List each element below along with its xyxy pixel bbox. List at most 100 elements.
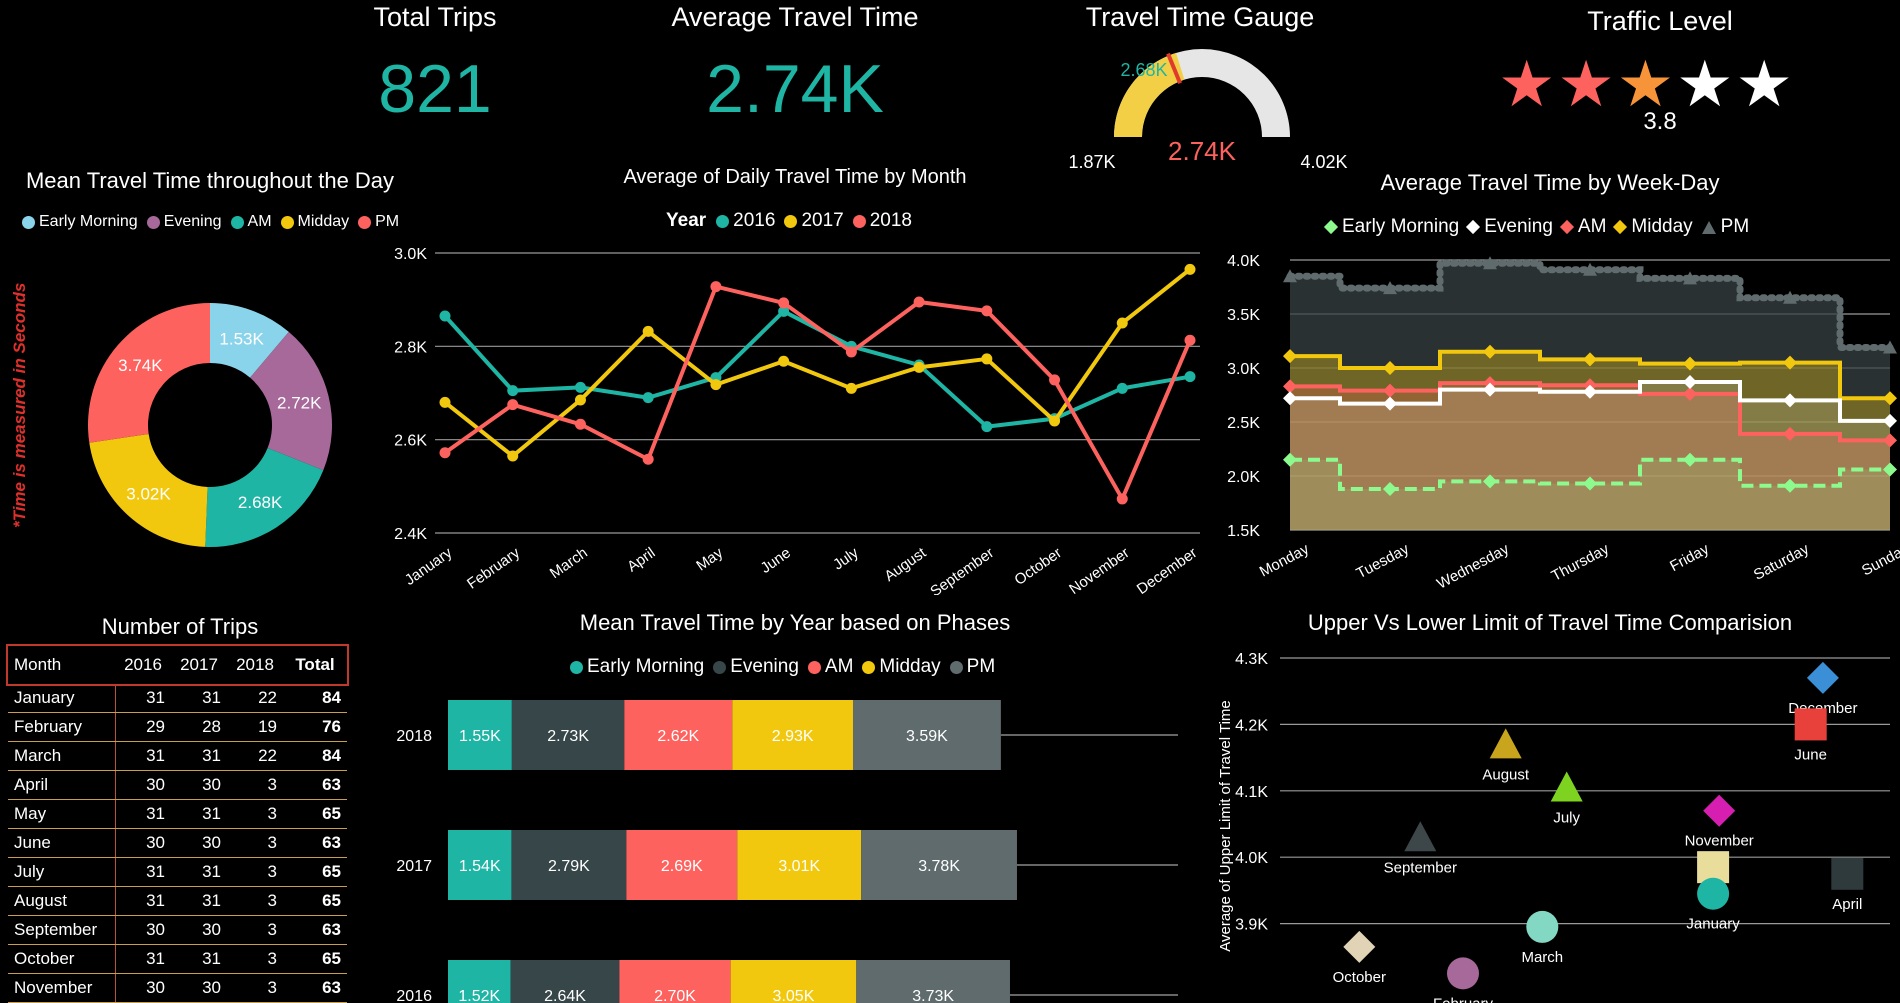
- data-point[interactable]: [981, 305, 993, 317]
- legend-item[interactable]: 2017: [784, 210, 844, 232]
- legend-item[interactable]: AM: [1559, 216, 1606, 238]
- donut-slice[interactable]: [205, 447, 324, 547]
- data-point[interactable]: [1483, 344, 1497, 359]
- data-point[interactable]: [1116, 493, 1128, 505]
- table-row[interactable]: November 30 30 3 63: [8, 973, 347, 1003]
- bar-segment[interactable]: [852, 700, 1001, 770]
- table-row[interactable]: October 31 31 3 65: [8, 944, 347, 974]
- data-point[interactable]: [507, 450, 519, 462]
- table-row[interactable]: January 31 31 22 84: [8, 684, 347, 713]
- data-point[interactable]: [981, 353, 993, 365]
- legend-item[interactable]: 2018: [852, 210, 912, 232]
- scatter-point[interactable]: [1703, 794, 1736, 827]
- data-point[interactable]: [507, 385, 519, 397]
- data-point[interactable]: [1184, 263, 1196, 275]
- data-point[interactable]: [778, 297, 790, 309]
- scatter-point[interactable]: [1697, 877, 1730, 910]
- data-point[interactable]: [1683, 356, 1697, 371]
- data-point[interactable]: [1783, 426, 1797, 441]
- data-point[interactable]: [1483, 474, 1497, 489]
- data-point[interactable]: [574, 418, 586, 430]
- data-point[interactable]: [1283, 452, 1297, 467]
- legend-item[interactable]: Early Morning: [570, 656, 704, 678]
- data-point[interactable]: [1049, 374, 1061, 386]
- data-point[interactable]: [778, 355, 790, 367]
- data-point[interactable]: [913, 361, 925, 373]
- scatter-point[interactable]: [1794, 708, 1827, 741]
- data-point[interactable]: [1583, 352, 1597, 367]
- legend-item[interactable]: PM: [1701, 216, 1749, 238]
- data-point[interactable]: [1383, 361, 1397, 375]
- data-point[interactable]: [1883, 340, 1897, 354]
- data-point[interactable]: [913, 296, 925, 308]
- bar-segment[interactable]: [511, 830, 627, 900]
- bar-segment[interactable]: [856, 960, 1010, 1003]
- donut-slice[interactable]: [88, 303, 210, 443]
- data-point[interactable]: [1383, 281, 1397, 295]
- bar-segment[interactable]: [730, 960, 857, 1003]
- legend-item[interactable]: Evening: [1466, 216, 1553, 238]
- data-point[interactable]: [1583, 476, 1597, 491]
- scatter-point[interactable]: [1404, 821, 1437, 852]
- donut-slice[interactable]: [250, 331, 332, 471]
- data-point[interactable]: [1383, 396, 1397, 411]
- bar-segment[interactable]: [626, 830, 738, 900]
- table-row[interactable]: May 31 31 3 65: [8, 799, 347, 829]
- table-row[interactable]: July 31 31 3 65: [8, 857, 347, 887]
- data-point[interactable]: [1184, 371, 1196, 383]
- legend-item[interactable]: Early Morning: [1323, 216, 1459, 238]
- data-point[interactable]: [1283, 379, 1297, 394]
- data-point[interactable]: [439, 310, 451, 322]
- scatter-point[interactable]: [1806, 661, 1839, 694]
- data-point[interactable]: [1783, 355, 1797, 370]
- bar-segment[interactable]: [511, 700, 625, 770]
- table-row[interactable]: September 30 30 3 63: [8, 915, 347, 945]
- data-point[interactable]: [1583, 262, 1597, 276]
- legend-item[interactable]: Evening: [713, 656, 799, 678]
- data-point[interactable]: [1483, 382, 1497, 397]
- data-point[interactable]: [1283, 349, 1297, 364]
- bar-segment[interactable]: [732, 700, 853, 770]
- data-point[interactable]: [1483, 256, 1497, 270]
- data-point[interactable]: [1783, 478, 1797, 493]
- data-point[interactable]: [574, 394, 586, 406]
- data-point[interactable]: [1883, 433, 1897, 448]
- data-point[interactable]: [710, 379, 722, 391]
- legend-item[interactable]: AM: [230, 213, 272, 231]
- data-point[interactable]: [507, 399, 519, 411]
- data-point[interactable]: [642, 392, 654, 404]
- legend-item[interactable]: PM: [358, 213, 399, 231]
- data-point[interactable]: [1883, 413, 1897, 428]
- scatter-point[interactable]: [1831, 857, 1864, 890]
- scatter-point[interactable]: [1447, 957, 1479, 990]
- table-row[interactable]: February 29 28 19 76: [8, 712, 347, 742]
- data-point[interactable]: [1116, 317, 1128, 329]
- data-point[interactable]: [1683, 452, 1697, 467]
- bar-segment[interactable]: [624, 700, 733, 770]
- data-point[interactable]: [1683, 271, 1697, 285]
- data-point[interactable]: [1883, 391, 1897, 406]
- legend-item[interactable]: Early Morning: [22, 213, 138, 231]
- legend-item[interactable]: Midday: [1613, 216, 1693, 238]
- bar-segment[interactable]: [448, 830, 512, 900]
- data-point[interactable]: [1783, 290, 1797, 304]
- bar-segment[interactable]: [861, 830, 1017, 900]
- donut-slice[interactable]: [89, 434, 208, 547]
- bar-segment[interactable]: [619, 960, 731, 1003]
- bar-segment[interactable]: [448, 960, 511, 1003]
- data-point[interactable]: [1883, 462, 1897, 477]
- legend-item[interactable]: PM: [949, 656, 995, 678]
- scatter-point[interactable]: [1343, 930, 1376, 963]
- legend-item[interactable]: Midday: [280, 213, 349, 231]
- data-point[interactable]: [1683, 375, 1697, 390]
- data-point[interactable]: [1583, 384, 1597, 399]
- table-row[interactable]: April 30 30 3 63: [8, 770, 347, 800]
- data-point[interactable]: [845, 346, 857, 358]
- legend-item[interactable]: Midday: [862, 656, 941, 678]
- data-point[interactable]: [642, 325, 654, 337]
- data-point[interactable]: [574, 381, 586, 393]
- data-point[interactable]: [981, 421, 993, 433]
- data-point[interactable]: [1783, 393, 1797, 408]
- donut-slice[interactable]: [210, 303, 289, 378]
- data-point[interactable]: [439, 447, 451, 459]
